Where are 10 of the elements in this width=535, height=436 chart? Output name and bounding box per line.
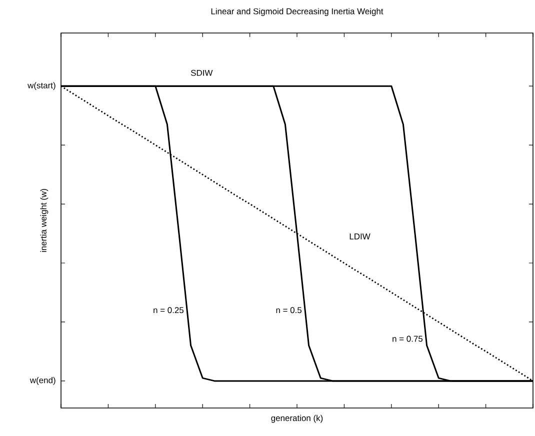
series-label: n = 0.5: [276, 307, 302, 314]
text: SDIW: [191, 70, 213, 76]
text: w(start): [28, 82, 56, 90]
chart-title: Linear and Sigmoid Decreasing Inertia Weight: [211, 8, 384, 16]
text: LDIW: [350, 234, 370, 240]
series-label: n = 0.75: [392, 336, 423, 342]
series-label: n = 0.25: [154, 307, 184, 314]
y-axis-title: inertia weight (w): [40, 189, 48, 252]
text: w(end): [30, 377, 56, 385]
x-axis-title: generation (k): [271, 414, 323, 423]
